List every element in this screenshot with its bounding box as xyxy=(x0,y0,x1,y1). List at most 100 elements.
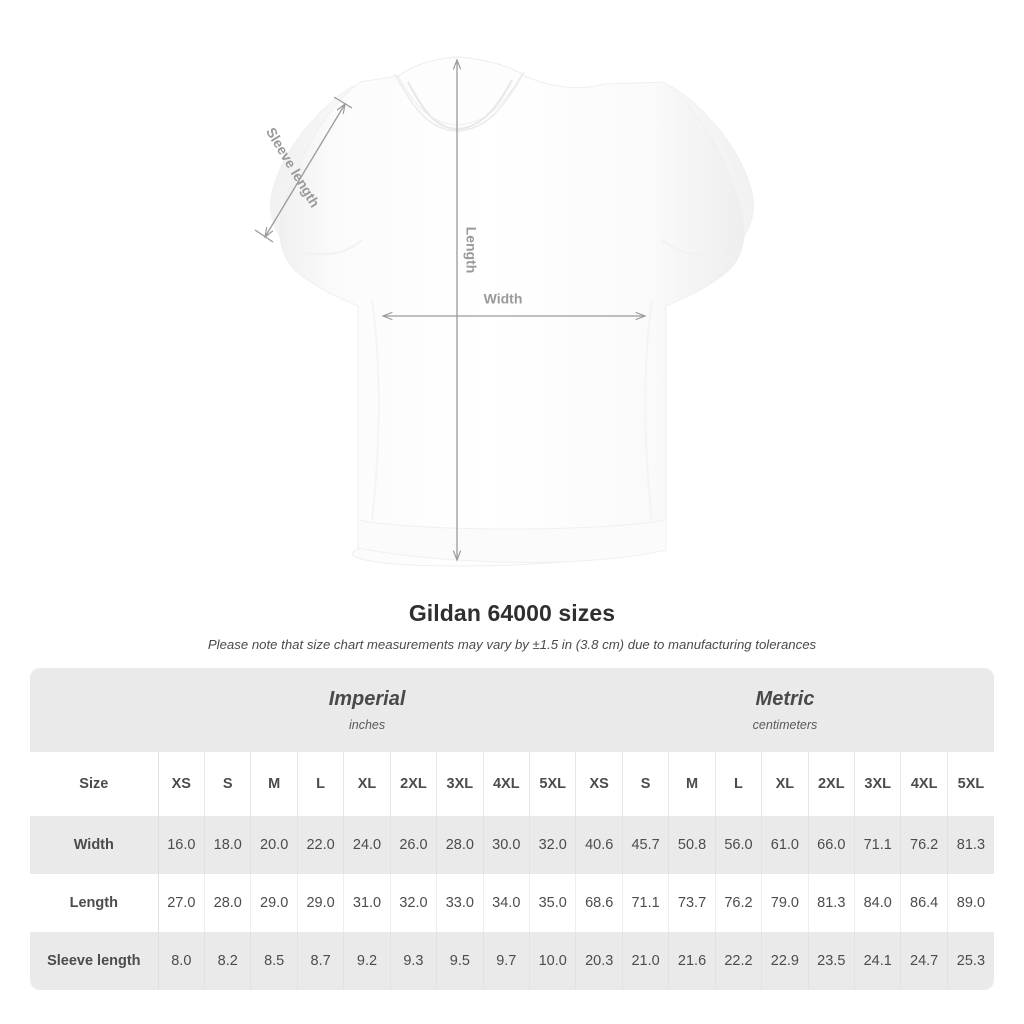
cell-length-imperial-m: 29.0 xyxy=(250,874,298,932)
tshirt-diagram-svg: Length Width Sleeve length xyxy=(254,56,755,567)
cell-width-imperial-xs: 16.0 xyxy=(158,816,206,874)
row-label-sleeve-length: Sleeve length xyxy=(30,932,159,990)
unit-band-spacer xyxy=(30,668,159,752)
row-label-length: Length xyxy=(30,874,159,932)
cell-length-imperial-5xl: 35.0 xyxy=(529,874,577,932)
column-header-metric-s: S xyxy=(622,752,670,816)
fold-left xyxy=(371,299,380,521)
column-header-metric-xs: XS xyxy=(575,752,623,816)
page-title: Gildan 64000 sizes xyxy=(408,600,616,626)
column-header-metric-4xl: 4XL xyxy=(900,752,948,816)
cell-length-imperial-xs: 27.0 xyxy=(158,874,206,932)
column-header-imperial-xs: XS xyxy=(158,752,206,816)
column-header-size: Size xyxy=(30,752,159,816)
cell-width-metric-s: 45.7 xyxy=(622,816,670,874)
cell-sleeve-metric-m: 21.6 xyxy=(668,932,716,990)
fold-right xyxy=(644,299,653,521)
length-label: Length xyxy=(463,227,479,274)
column-header-imperial-s: S xyxy=(204,752,252,816)
cell-length-metric-xs: 68.6 xyxy=(575,874,623,932)
shirt-hem xyxy=(357,519,667,563)
cell-sleeve-imperial-xl: 9.2 xyxy=(343,932,391,990)
cell-sleeve-metric-5xl: 25.3 xyxy=(947,932,994,990)
column-header-imperial-5xl: 5XL xyxy=(529,752,577,816)
cell-width-imperial-xl: 24.0 xyxy=(343,816,391,874)
cell-sleeve-imperial-4xl: 9.7 xyxy=(483,932,530,990)
cell-width-imperial-4xl: 30.0 xyxy=(483,816,530,874)
unit-group-imperial-sub: inches xyxy=(348,717,386,732)
column-header-imperial-2xl: 2XL xyxy=(390,752,438,816)
width-label: Width xyxy=(484,291,523,307)
cell-length-imperial-l: 29.0 xyxy=(297,874,345,932)
cell-sleeve-imperial-3xl: 9.5 xyxy=(436,932,484,990)
table-row: Length 27.0 28.0 29.0 29.0 31.0 32.0 33.… xyxy=(30,874,994,932)
fold-sleeve-left xyxy=(299,239,363,256)
cell-width-imperial-3xl: 28.0 xyxy=(436,816,484,874)
size-chart-table-wrapper: Imperial inches Metric centimeters Size … xyxy=(30,668,994,990)
cell-width-metric-l: 56.0 xyxy=(715,816,763,874)
unit-group-metric: Metric centimeters xyxy=(575,668,994,752)
cell-length-metric-4xl: 86.4 xyxy=(900,874,948,932)
cell-sleeve-metric-2xl: 23.5 xyxy=(808,932,856,990)
column-header-imperial-3xl: 3XL xyxy=(436,752,484,816)
cell-sleeve-imperial-xs: 8.0 xyxy=(158,932,206,990)
tshirt-illustration: Length Width Sleeve length xyxy=(254,56,755,567)
column-header-metric-xl: XL xyxy=(761,752,809,816)
heading-block: Gildan 64000 sizes Please note that size… xyxy=(0,598,1024,655)
cell-length-metric-m: 73.7 xyxy=(668,874,716,932)
cell-length-metric-s: 71.1 xyxy=(622,874,670,932)
cell-width-metric-xs: 40.6 xyxy=(575,816,623,874)
cell-length-metric-5xl: 89.0 xyxy=(947,874,994,932)
cell-sleeve-imperial-5xl: 10.0 xyxy=(529,932,577,990)
cell-length-imperial-3xl: 33.0 xyxy=(436,874,484,932)
column-header-imperial-xl: XL xyxy=(343,752,391,816)
cell-length-imperial-4xl: 34.0 xyxy=(483,874,530,932)
cell-sleeve-imperial-2xl: 9.3 xyxy=(390,932,438,990)
cell-sleeve-metric-3xl: 24.1 xyxy=(854,932,902,990)
cell-width-metric-2xl: 66.0 xyxy=(808,816,856,874)
cell-sleeve-metric-s: 21.0 xyxy=(622,932,670,990)
column-header-metric-5xl: 5XL xyxy=(947,752,994,816)
unit-band-row: Imperial inches Metric centimeters xyxy=(30,668,994,752)
cell-length-metric-xl: 79.0 xyxy=(761,874,809,932)
shirt-body xyxy=(279,56,745,567)
unit-group-metric-name: Metric xyxy=(755,687,815,710)
cell-width-metric-m: 50.8 xyxy=(668,816,716,874)
sleeve-measure-line xyxy=(265,104,345,237)
cell-length-imperial-xl: 31.0 xyxy=(343,874,391,932)
cell-sleeve-metric-4xl: 24.7 xyxy=(900,932,948,990)
cell-width-metric-xl: 61.0 xyxy=(761,816,809,874)
cell-sleeve-metric-xs: 20.3 xyxy=(575,932,623,990)
page-subtitle: Please note that size chart measurements… xyxy=(207,637,817,652)
cell-sleeve-metric-l: 22.2 xyxy=(715,932,763,990)
unit-group-imperial: Imperial inches xyxy=(158,668,576,752)
unit-group-metric-sub: centimeters xyxy=(752,717,818,732)
column-header-metric-m: M xyxy=(668,752,716,816)
unit-group-imperial-name: Imperial xyxy=(328,687,406,710)
cell-width-metric-5xl: 81.3 xyxy=(947,816,994,874)
sleeve-tick-top xyxy=(333,96,353,109)
sleeve-tick-bottom xyxy=(254,229,274,243)
column-header-metric-l: L xyxy=(715,752,763,816)
table-row: Width 16.0 18.0 20.0 22.0 24.0 26.0 28.0… xyxy=(30,816,994,874)
fold-sleeve-right xyxy=(661,239,725,256)
table-row: Sleeve length 8.0 8.2 8.5 8.7 9.2 9.3 9.… xyxy=(30,932,994,990)
cell-length-metric-3xl: 84.0 xyxy=(854,874,902,932)
row-label-width: Width xyxy=(30,816,159,874)
cell-width-imperial-s: 18.0 xyxy=(204,816,252,874)
size-chart-table: Imperial inches Metric centimeters Size … xyxy=(30,668,994,990)
cell-length-imperial-2xl: 32.0 xyxy=(390,874,438,932)
cell-length-imperial-s: 28.0 xyxy=(204,874,252,932)
cell-sleeve-imperial-l: 8.7 xyxy=(297,932,345,990)
cell-sleeve-imperial-s: 8.2 xyxy=(204,932,252,990)
column-header-imperial-4xl: 4XL xyxy=(483,752,530,816)
cell-sleeve-metric-xl: 22.9 xyxy=(761,932,809,990)
table-header-row: Size XS S M L XL 2XL 3XL 4XL 5XL XS S M … xyxy=(30,752,994,816)
column-header-metric-2xl: 2XL xyxy=(808,752,856,816)
cell-length-metric-2xl: 81.3 xyxy=(808,874,856,932)
cell-width-imperial-5xl: 32.0 xyxy=(529,816,577,874)
column-header-metric-3xl: 3XL xyxy=(854,752,902,816)
cell-width-imperial-m: 20.0 xyxy=(250,816,298,874)
cell-width-imperial-l: 22.0 xyxy=(297,816,345,874)
cell-width-metric-4xl: 76.2 xyxy=(900,816,948,874)
